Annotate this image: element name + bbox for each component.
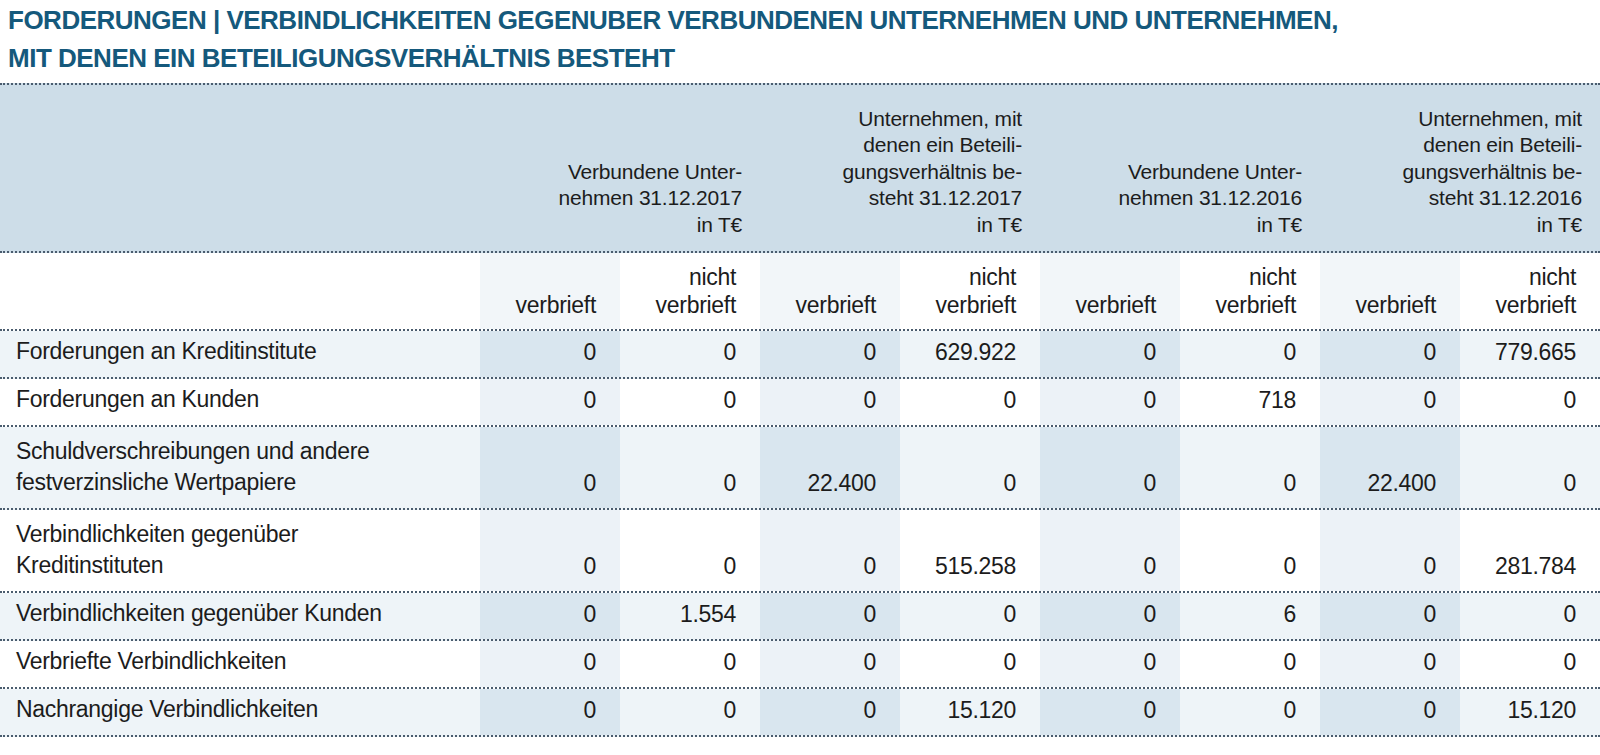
group-header-verbundene-2016: Verbundene Unter- nehmen 31.12.2016 in T… [1040,85,1320,251]
table-cell: 0 [1320,331,1460,377]
table-cell: 0 [1040,641,1180,687]
table-cell: 0 [900,427,1040,508]
table-cell: 0 [480,689,620,735]
table-cell: 0 [1460,427,1600,508]
group-header-beteiligung-2016: Unternehmen, mit denen ein Beteili- gung… [1320,85,1600,251]
table-cell: 0 [1460,379,1600,425]
table-cell: 1.554 [620,593,760,639]
table-cell: 15.120 [900,689,1040,735]
table-cell: 0 [1460,593,1600,639]
table-cell: 0 [760,379,900,425]
table-cell: 0 [620,641,760,687]
subheader-verbrieft-3: verbrieft [1040,253,1180,329]
table-cell: 0 [900,641,1040,687]
row-label: Verbriefte Verbindlichkeiten [0,641,480,687]
title-line-1: FORDERUNGEN | VERBINDLICHKEITEN GEGENUBE… [8,1,1600,39]
table-cell: 515.258 [900,510,1040,591]
table-cell: 0 [620,510,760,591]
table-cell: 0 [620,427,760,508]
table-cell: 629.922 [900,331,1040,377]
table-cell: 718 [1180,379,1320,425]
page-title: FORDERUNGEN | VERBINDLICHKEITEN GEGENUBE… [0,0,1600,77]
table-cell: 0 [900,593,1040,639]
table-cell: 0 [480,593,620,639]
row-label: Schuldverschreibungen und andere festver… [0,427,480,508]
table-cell: 779.665 [1460,331,1600,377]
table-cell: 0 [620,331,760,377]
table-cell: 0 [480,641,620,687]
table-row: Forderungen an Kreditinstitute 0 0 0 629… [0,331,1600,379]
table-cell: 0 [760,331,900,377]
table-cell: 0 [1180,689,1320,735]
table-cell: 0 [760,510,900,591]
title-line-2: MIT DENEN EIN BETEILIGUNGSVERHÄLTNIS BES… [8,39,1600,77]
subheader-verbrieft-4: verbrieft [1320,253,1460,329]
table-cell: 0 [1040,379,1180,425]
row-label: Verbindlichkeiten gegenüber Kunden [0,593,480,639]
table-cell: 22.400 [1320,427,1460,508]
table-cell: 0 [900,379,1040,425]
subheader-spacer [0,253,480,329]
row-label: Forderungen an Kunden [0,379,480,425]
header-spacer [0,85,480,251]
table-cell: 0 [1320,379,1460,425]
table-cell: 0 [1040,689,1180,735]
subheader-nicht-verbrieft-3: nicht verbrieft [1180,253,1320,329]
group-header-beteiligung-2017: Unternehmen, mit denen ein Beteili- gung… [760,85,1040,251]
table-cell: 0 [1040,427,1180,508]
table-cell: 0 [1040,593,1180,639]
table-cell: 6 [1180,593,1320,639]
table-row: Verbindlichkeiten gegenüber Kunden 0 1.5… [0,593,1600,641]
table-cell: 0 [480,427,620,508]
table-cell: 0 [1180,510,1320,591]
report-page: FORDERUNGEN | VERBINDLICHKEITEN GEGENUBE… [0,0,1600,755]
table-cell: 0 [1320,593,1460,639]
subheader-nicht-verbrieft-4: nicht verbrieft [1460,253,1600,329]
table-cell: 0 [480,331,620,377]
table-cell: 0 [760,689,900,735]
table-cell: 0 [1320,689,1460,735]
table-header-band: Verbundene Unter- nehmen 31.12.2017 in T… [0,83,1600,253]
table-cell: 0 [1180,427,1320,508]
table-cell: 0 [1320,641,1460,687]
table-cell: 0 [1180,641,1320,687]
table-cell: 0 [760,641,900,687]
row-label: Nachrangige Verbindlichkeiten [0,689,480,735]
table-cell: 0 [1040,331,1180,377]
subheader-nicht-verbrieft-2: nicht verbrieft [900,253,1040,329]
subheader-verbrieft-2: verbrieft [760,253,900,329]
table-cell: 15.120 [1460,689,1600,735]
subheader-verbrieft-1: verbrieft [480,253,620,329]
table-row: Forderungen an Kunden 0 0 0 0 0 718 0 0 [0,379,1600,427]
subheader-nicht-verbrieft-1: nicht verbrieft [620,253,760,329]
table-cell: 0 [1180,331,1320,377]
table-row: Verbindlichkeiten gegenüber Kreditinstit… [0,510,1600,593]
row-label: Forderungen an Kreditinstitute [0,331,480,377]
table-cell: 0 [620,379,760,425]
table-cell: 0 [760,593,900,639]
table-row: Schuldverschreibungen und andere festver… [0,427,1600,510]
group-header-verbundene-2017: Verbundene Unter- nehmen 31.12.2017 in T… [480,85,760,251]
table-cell: 0 [1320,510,1460,591]
table-cell: 0 [1040,510,1180,591]
table-cell: 0 [480,510,620,591]
row-label: Verbindlichkeiten gegenüber Kreditinstit… [0,510,480,591]
financial-table: Verbundene Unter- nehmen 31.12.2017 in T… [0,83,1600,737]
table-cell: 0 [1460,641,1600,687]
table-cell: 0 [620,689,760,735]
table-row: Nachrangige Verbindlichkeiten 0 0 0 15.1… [0,689,1600,737]
table-cell: 281.784 [1460,510,1600,591]
table-cell: 22.400 [760,427,900,508]
table-row: Verbriefte Verbindlichkeiten 0 0 0 0 0 0… [0,641,1600,689]
table-cell: 0 [480,379,620,425]
table-subheader-row: verbrieft nicht verbrieft verbrieft nich… [0,253,1600,331]
